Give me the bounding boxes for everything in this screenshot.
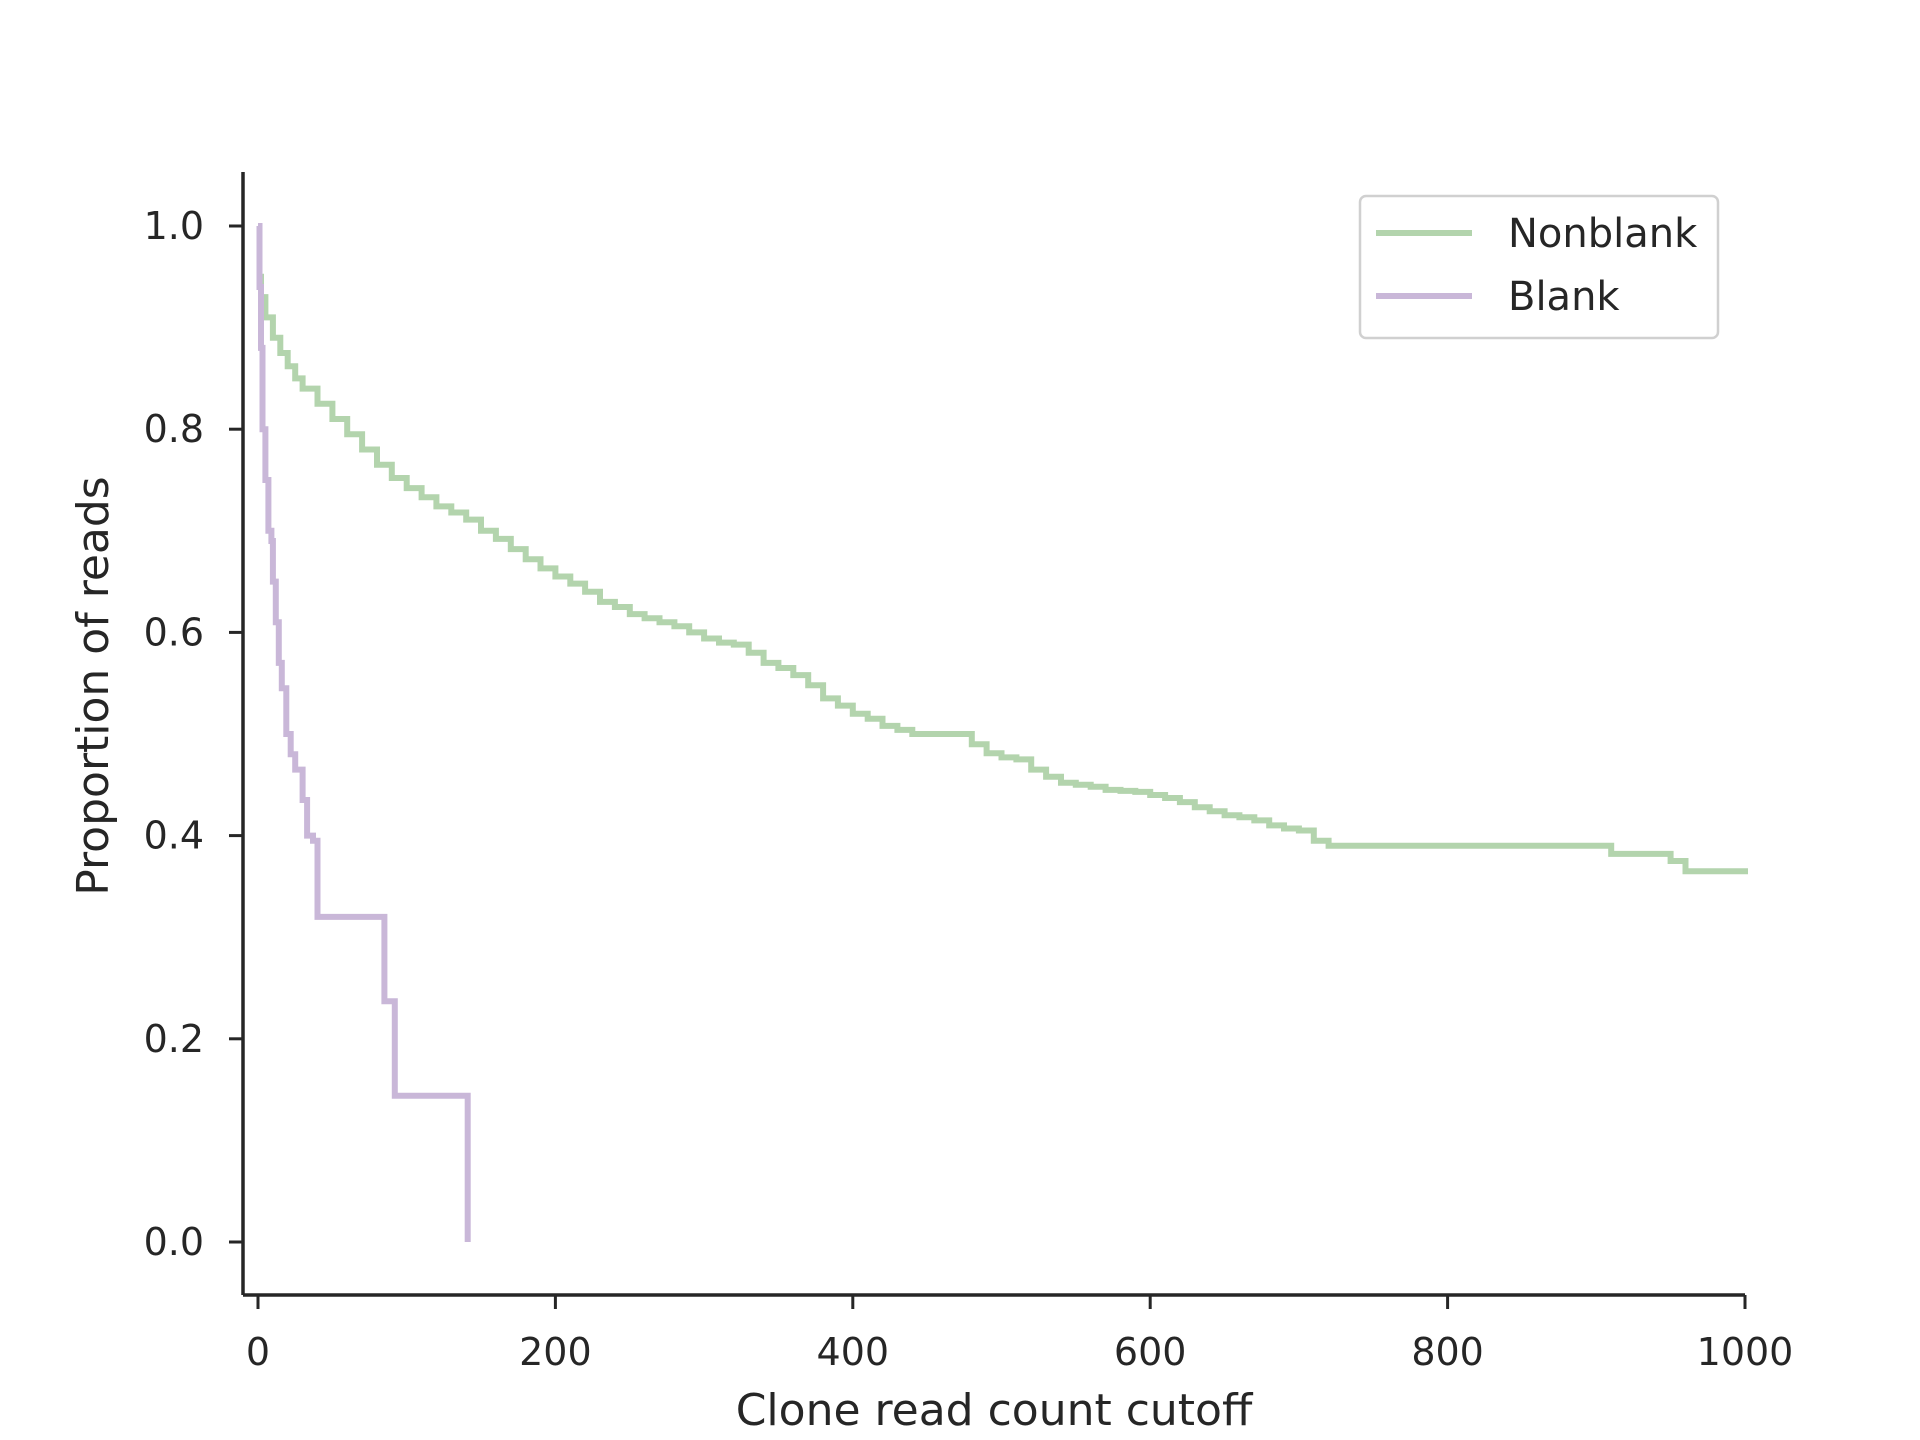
y-tick-label: 0.6 xyxy=(144,610,204,654)
x-tick-label: 800 xyxy=(1411,1330,1484,1374)
y-tick-label: 1.0 xyxy=(144,204,204,248)
x-axis: 0 200 400 600 800 1000 xyxy=(243,1293,1794,1374)
y-tick-label: 0.4 xyxy=(144,814,204,858)
legend-label-blank: Blank xyxy=(1508,274,1620,320)
y-tick-label: 0.8 xyxy=(144,407,204,451)
x-tick-label: 400 xyxy=(817,1330,890,1374)
series-line-blank xyxy=(256,223,471,1242)
plot-lines xyxy=(256,223,1748,1242)
legend: Nonblank Blank xyxy=(1358,194,1720,340)
y-axis: 0.0 0.2 0.4 0.6 0.8 1.0 xyxy=(144,172,245,1295)
x-tick-label: 0 xyxy=(246,1330,270,1374)
y-axis-label: Proportion of reads xyxy=(68,476,119,895)
x-tick-label: 1000 xyxy=(1697,1330,1794,1374)
legend-label-nonblank: Nonblank xyxy=(1508,211,1698,257)
series-line-nonblank xyxy=(258,273,1748,875)
x-tick-label: 200 xyxy=(519,1330,592,1374)
x-tick-label: 600 xyxy=(1114,1330,1187,1374)
y-tick-label: 0.2 xyxy=(144,1017,204,1061)
x-axis-label: Clone read count cutoff xyxy=(736,1385,1254,1436)
y-tick-label: 0.0 xyxy=(144,1220,204,1264)
